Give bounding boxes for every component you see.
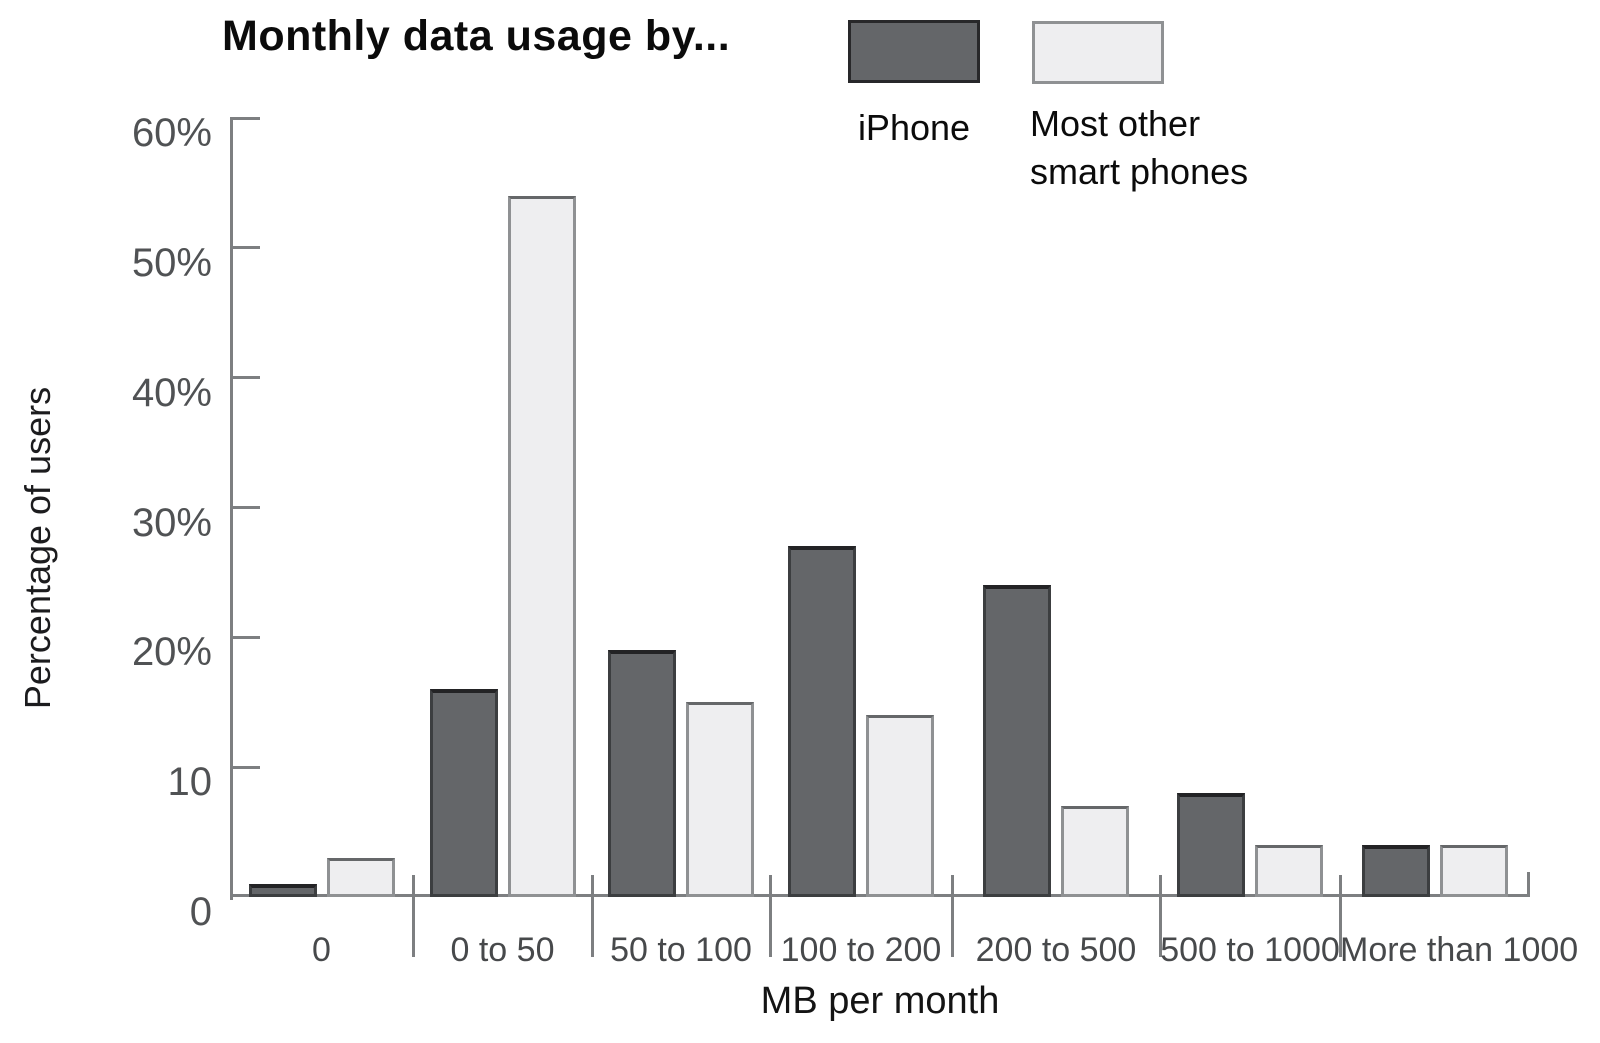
x-category-label-500-to-1000: 500 to 1000 bbox=[1160, 931, 1340, 969]
chart-title: Monthly data usage by... bbox=[222, 12, 731, 60]
x-category-label-200-to-500: 200 to 500 bbox=[975, 931, 1137, 969]
x-separator-tick-3 bbox=[768, 875, 772, 957]
bar-group-100-to-200 bbox=[770, 118, 952, 897]
y-tick-label-60: 60% bbox=[131, 111, 212, 155]
y-axis-title: Percentage of users bbox=[17, 386, 58, 710]
x-separator-tick-5 bbox=[1158, 875, 1162, 957]
bar-iphone-200-to-500 bbox=[983, 585, 1051, 897]
bar-iphone-more-than-1000 bbox=[1362, 845, 1430, 897]
y-tick-label-10: 10 bbox=[167, 760, 213, 805]
x-axis-title: MB per month bbox=[760, 980, 1000, 1022]
bar-group-0 bbox=[230, 118, 413, 897]
y-tick-label-20: 20% bbox=[131, 630, 212, 675]
y-axis-line bbox=[230, 118, 233, 900]
legend-swatch-other-phones bbox=[1032, 21, 1164, 84]
x-axis-end-tick bbox=[1527, 872, 1530, 897]
bar-iphone-500-to-1000 bbox=[1177, 793, 1245, 897]
bar-most-other-smart-phones-100-to-200 bbox=[866, 715, 934, 897]
bar-most-other-smart-phones-0 bbox=[326, 858, 395, 897]
x-separator-tick-1 bbox=[411, 875, 415, 957]
bar-most-other-smart-phones-50-to-100 bbox=[686, 702, 754, 897]
y-tick-30 bbox=[230, 506, 260, 509]
y-tick-10 bbox=[230, 765, 260, 769]
x-category-label-0-to-50: 0 to 50 bbox=[450, 931, 555, 969]
x-category-label-0: 0 bbox=[312, 931, 331, 969]
bar-most-other-smart-phones-0-to-50 bbox=[507, 196, 576, 897]
plot-area: 60% 50% 40% 30% 20% 10 0 0 0 to 50 50 to 100 100 t… bbox=[132, 113, 1578, 969]
y-tick-label-0: 0 bbox=[189, 890, 212, 934]
bar-most-other-smart-phones-500-to-1000 bbox=[1255, 845, 1323, 897]
y-tick-label-30: 30% bbox=[131, 500, 212, 545]
bar-group-500-to-1000 bbox=[1160, 118, 1340, 897]
bar-iphone-0-to-50 bbox=[429, 689, 498, 897]
y-tick-60 bbox=[230, 116, 260, 120]
x-category-label-100-to-200: 100 to 200 bbox=[780, 931, 942, 969]
x-separator-tick-2 bbox=[590, 875, 594, 957]
bar-iphone-0 bbox=[248, 884, 317, 897]
y-tick-20 bbox=[230, 635, 260, 639]
y-tick-label-40: 40% bbox=[131, 370, 212, 415]
legend-swatch-iphone bbox=[848, 20, 980, 83]
bar-group-0-to-50 bbox=[413, 118, 592, 897]
bar-most-other-smart-phones-more-than-1000 bbox=[1440, 845, 1508, 897]
x-separator-tick-6 bbox=[1338, 875, 1342, 957]
legend-label-other-phones: Most other smart phones bbox=[1030, 103, 1249, 192]
y-tick-40 bbox=[230, 376, 260, 380]
bar-iphone-50-to-100 bbox=[608, 650, 676, 897]
y-tick-50 bbox=[230, 246, 260, 250]
bar-group-more-than-1000 bbox=[1340, 118, 1530, 897]
bar-iphone-100-to-200 bbox=[788, 546, 856, 897]
bar-group-50-to-100 bbox=[592, 118, 770, 897]
x-separator-tick-4 bbox=[950, 875, 954, 957]
y-tick-label-50: 50% bbox=[131, 240, 212, 285]
bar-group-200-to-500 bbox=[952, 118, 1160, 897]
x-category-label-more-than-1000: More than 1000 bbox=[1340, 931, 1579, 969]
bar-most-other-smart-phones-200-to-500 bbox=[1061, 806, 1129, 897]
x-category-label-50-to-100: 50 to 100 bbox=[610, 931, 752, 969]
legend-label-iphone: iPhone bbox=[857, 107, 971, 148]
